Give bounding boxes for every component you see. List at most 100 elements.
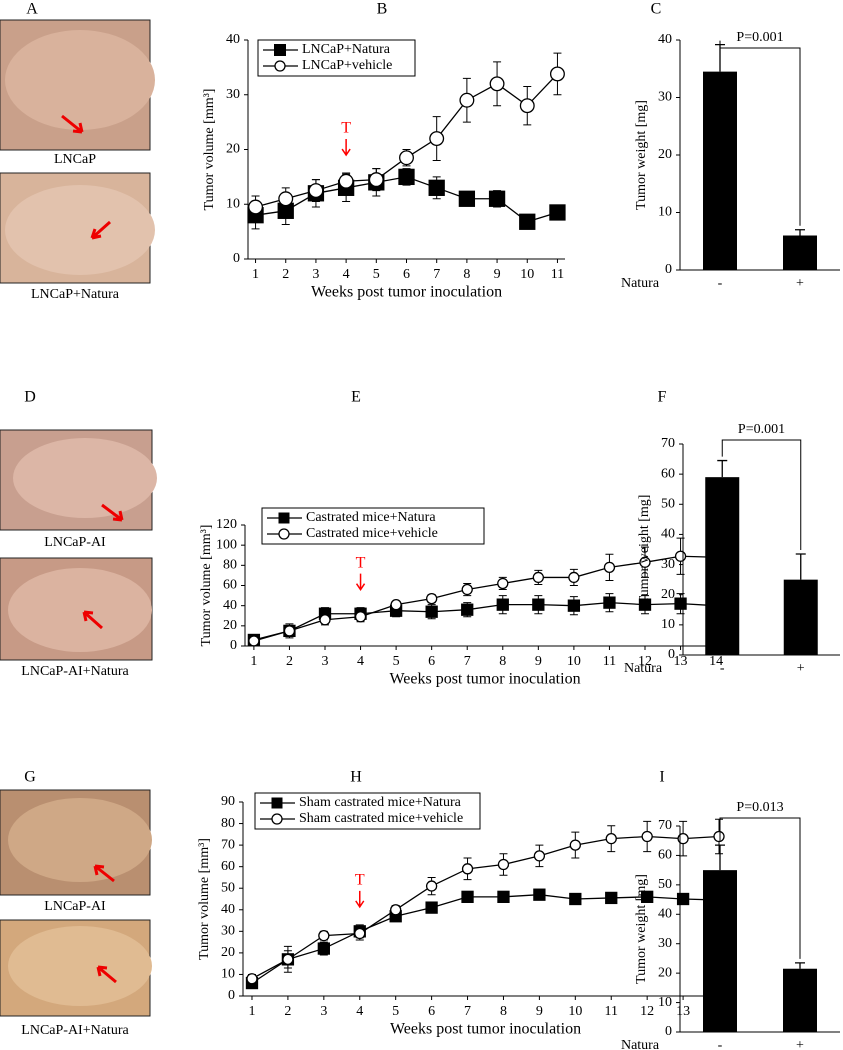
y-tick-label: 60 — [658, 848, 672, 863]
arrow — [82, 610, 103, 630]
marker — [568, 571, 580, 584]
error-bar — [795, 553, 806, 580]
marker — [603, 596, 616, 609]
panel-letter: B — [377, 1, 388, 18]
x-tick-label: 3 — [322, 654, 329, 669]
y-axis-label: Tumor weight [mg] — [637, 495, 652, 605]
x-tick-label: 5 — [373, 267, 380, 282]
marker — [567, 599, 581, 612]
panel-letter: F — [658, 389, 667, 406]
x-tick-label: + — [797, 661, 805, 676]
photo-subject — [8, 926, 152, 1006]
marker — [532, 571, 544, 584]
marker — [549, 66, 565, 82]
legend-box — [254, 792, 481, 830]
marker — [677, 832, 689, 845]
x-tick-label: 9 — [536, 1004, 543, 1019]
panel-letter: H — [350, 769, 362, 786]
photo-subject — [5, 30, 155, 130]
y-tick-label: 40 — [661, 527, 675, 542]
x-tick-label: - — [720, 661, 725, 676]
marker — [319, 614, 331, 626]
marker — [461, 603, 474, 616]
x-tick-label: 6 — [428, 1004, 435, 1019]
significance-bracket — [719, 817, 801, 959]
y-tick-label: 0 — [233, 251, 240, 266]
y-tick-label: 50 — [221, 880, 235, 895]
y-tick-label: 30 — [661, 557, 675, 572]
y-axis-label: Tumor volume [mm³] — [197, 838, 212, 960]
marker — [497, 890, 510, 903]
x-tick-label: 6 — [403, 267, 410, 282]
marker — [338, 173, 354, 189]
annotation: P=0.001 — [738, 422, 785, 437]
x-tick-label: 8 — [463, 267, 470, 282]
marker — [248, 199, 264, 215]
x-tick-label: 3 — [312, 267, 319, 282]
y-tick-label: 20 — [221, 945, 235, 960]
marker — [533, 850, 546, 862]
x-tick-label: - — [718, 1038, 723, 1050]
marker — [425, 605, 438, 618]
annotation: T — [355, 872, 365, 889]
y-axis-label: Tumor weight [mg] — [634, 874, 649, 984]
x-axis-label: Weeks post tumor inoculation — [389, 671, 580, 688]
x-tick-label: 9 — [535, 654, 542, 669]
panel-letter: D — [24, 389, 36, 406]
y-tick-label: 100 — [216, 537, 237, 552]
marker — [569, 839, 581, 851]
x-tick-label: 10 — [568, 1004, 582, 1019]
x-tick-label: 11 — [604, 1004, 617, 1019]
bar — [783, 235, 817, 270]
y-tick-label: 30 — [221, 924, 235, 939]
photo-caption: LNCaP-AI+Natura — [21, 664, 129, 679]
legend-marker — [278, 528, 290, 540]
significance-bracket — [721, 439, 802, 551]
marker — [674, 597, 687, 610]
y-tick-label: 10 — [658, 205, 672, 220]
marker — [317, 942, 330, 955]
annotation-arrow — [341, 139, 351, 157]
marker — [278, 191, 294, 207]
y-tick-label: 20 — [223, 618, 237, 633]
annotation: T — [356, 554, 366, 571]
marker — [533, 888, 546, 901]
y-tick-label: 80 — [223, 558, 237, 573]
panel-letter: G — [24, 769, 36, 786]
x-tick-label: 13 — [676, 1004, 690, 1019]
photo-caption: LNCaP-AI — [44, 899, 106, 914]
y-tick-label: 30 — [226, 87, 240, 102]
y-tick-label: 90 — [221, 794, 235, 809]
x-tick-label: 9 — [494, 267, 501, 282]
y-tick-label: 0 — [665, 1024, 672, 1039]
legend-marker — [271, 813, 283, 825]
x-tick-label: 2 — [286, 654, 293, 669]
photo-subject — [5, 185, 155, 275]
marker — [428, 179, 445, 196]
photo-caption: LNCaP-AI — [44, 535, 106, 550]
y-tick-label: 10 — [226, 196, 240, 211]
series-line — [251, 835, 720, 980]
x-tick-label: 1 — [252, 267, 259, 282]
marker — [246, 973, 258, 985]
legend-box — [261, 507, 485, 545]
x-tick-label: 14 — [709, 654, 723, 669]
bar — [783, 968, 817, 1032]
marker — [641, 830, 653, 843]
legend-label: LNCaP+Natura — [302, 42, 391, 57]
x-tick-label: 4 — [356, 1004, 363, 1019]
y-axis-label: Tumor volume [mm³] — [202, 89, 217, 211]
bar — [703, 870, 737, 1032]
legend-label: Castrated mice+vehicle — [306, 526, 438, 541]
bar — [703, 71, 737, 270]
y-tick-label: 30 — [658, 936, 672, 951]
y-axis-label: Tumor volume [mm³] — [199, 525, 214, 647]
y-tick-label: 20 — [658, 965, 672, 980]
arrow — [96, 965, 117, 984]
category-axis-label: Natura — [621, 276, 660, 291]
x-tick-label: 5 — [393, 654, 400, 669]
marker — [282, 953, 294, 966]
arrow — [101, 503, 124, 522]
error-bar — [795, 962, 805, 969]
x-tick-label: 2 — [282, 267, 289, 282]
